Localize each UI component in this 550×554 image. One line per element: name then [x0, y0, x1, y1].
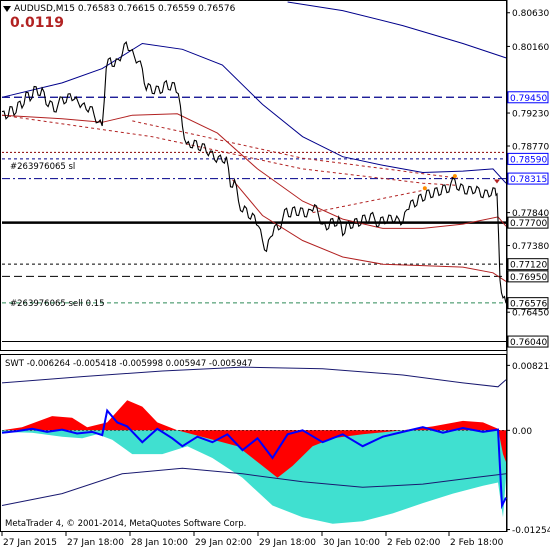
order-sell-label: #263976065 sell 0.15	[10, 299, 105, 309]
price-label-13: 0.76450	[512, 309, 549, 319]
order-sl-label: #263976065 sl	[10, 162, 76, 172]
upper-band-line	[1, 42, 507, 184]
chart-title: AUDUSD,M15 0.76583 0.76615 0.76559 0.765…	[14, 4, 236, 14]
trend-dashed-line	[1, 114, 458, 186]
price-label-0: 0.80630	[512, 9, 549, 19]
price-label-box-5	[507, 152, 549, 165]
price-label-8: 0.77700	[510, 219, 547, 229]
indicator-label: SWT -0.006264 -0.005418 -0.005998 0.0059…	[5, 359, 253, 369]
price-label-1: 0.80160	[512, 43, 549, 53]
price-label-12: 0.76576	[510, 300, 547, 310]
time-tick-label-0: 27 Jan 2015	[3, 538, 57, 548]
price-label-9: 0.77380	[512, 242, 549, 252]
price-label-14: 0.76040	[510, 338, 547, 348]
long-moving-average	[287, 1, 507, 59]
price-label-4: 0.78770	[512, 142, 549, 152]
time-tick-label-5: 30 Jan 10:00	[323, 538, 380, 548]
time-axis: 27 Jan 2015 27 Jan 18:00 28 Jan 10:00 29 Ja…	[1, 532, 504, 548]
indicator-axis: 0.008216 0.00 -0.012543	[507, 362, 550, 536]
price-label-6: 0.78315	[510, 175, 547, 185]
price-label-2: 0.79450	[510, 94, 547, 104]
price-line-group	[1, 40, 507, 304]
swt-lower-band	[1, 467, 507, 506]
order-marker-2	[422, 186, 427, 191]
price-label-box-6	[507, 172, 549, 185]
trend-dashed-line-2	[132, 120, 458, 179]
price-label-box-10	[507, 258, 549, 271]
price-label-box-8	[507, 216, 549, 229]
swt-signal-line	[1, 408, 507, 510]
price-axis: 0.80630 0.80160 0.79450 0.79230 0.78770 0.785…	[507, 9, 549, 348]
order-marker-1	[452, 174, 457, 179]
price-label-box-14	[507, 335, 549, 348]
time-tick-label-4: 29 Jan 18:00	[259, 538, 316, 548]
price-label-box-2	[507, 91, 549, 104]
price-label-10: 0.77120	[510, 261, 547, 271]
price-overlays	[1, 1, 507, 282]
price-label-box-11	[507, 270, 549, 283]
copyright-text: MetaTrader 4, © 2001-2014, MetaQuotes So…	[5, 519, 247, 529]
price-label-5: 0.78590	[510, 155, 547, 165]
swt-upper-band	[1, 366, 507, 388]
price-label-3: 0.79230	[512, 110, 549, 120]
indicator-tick-label-2: -0.012543	[512, 526, 550, 536]
horizontal-levels[interactable]	[2, 96, 506, 343]
symbol-dropdown-icon[interactable]	[3, 6, 11, 12]
time-tick-label-2: 28 Jan 10:00	[131, 538, 188, 548]
price-line	[1, 40, 507, 304]
trend-dashed-line-3	[312, 189, 423, 214]
time-tick-label-6: 2 Feb 02:00	[387, 538, 441, 548]
indicator-tick-label-0: 0.008216	[512, 362, 550, 372]
price-pane-frame	[0, 0, 507, 351]
indicator-tick-label-1: 0.00	[512, 427, 532, 437]
sell-arrow-marker	[493, 179, 500, 184]
time-tick-label-7: 2 Feb 18:00	[450, 538, 504, 548]
price-label-box-12	[507, 297, 549, 310]
swt-red-area	[2, 400, 506, 478]
order-markers	[422, 174, 500, 191]
middle-moving-average	[1, 113, 507, 229]
price-label-7: 0.77840	[512, 209, 549, 219]
spread-value: 0.0119	[10, 15, 65, 31]
lower-band-line	[232, 179, 507, 282]
price-label-11: 0.76950	[510, 273, 547, 283]
swt-cyan-area	[2, 430, 506, 524]
time-tick-label-1: 27 Jan 18:00	[67, 538, 124, 548]
time-tick-label-3: 29 Jan 02:00	[195, 538, 252, 548]
swt-indicator	[1, 366, 507, 524]
